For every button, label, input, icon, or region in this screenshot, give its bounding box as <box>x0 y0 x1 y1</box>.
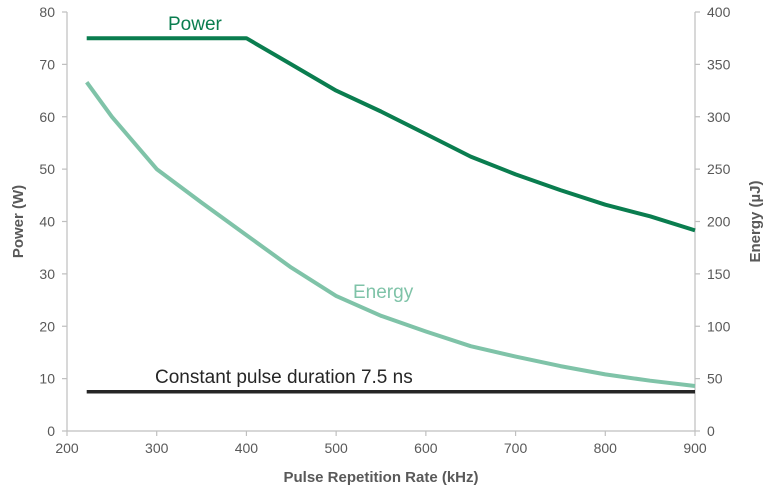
x-axis-title: Pulse Repetition Rate (kHz) <box>283 469 478 486</box>
y-left-tick-label: 10 <box>39 371 55 387</box>
y-left-tick-label: 0 <box>47 423 55 439</box>
tick-labels: 200 300 400 500 600 700 800 9000102030405060708… <box>39 4 730 456</box>
series-lines <box>85 36 696 394</box>
y-left-tick-label: 80 <box>39 4 55 20</box>
y-right-tick-label: 250 <box>707 161 731 177</box>
series-line-energy <box>85 81 696 388</box>
x-tick-label: 200 <box>55 440 79 456</box>
y-right-tick-label: 200 <box>707 214 731 230</box>
y-left-tick-label: 70 <box>39 56 55 72</box>
x-tick-label: 300 <box>145 440 169 456</box>
y-right-tick-label: 150 <box>707 266 731 282</box>
x-tick-label: 400 <box>235 440 259 456</box>
x-tick-label: 500 <box>324 440 348 456</box>
series-label-constant-pulse-duration-7-5-ns: Constant pulse duration 7.5 ns <box>155 367 413 388</box>
y-axis-right-title: Energy (µJ) <box>747 181 764 263</box>
y-right-tick-label: 400 <box>707 4 731 20</box>
y-left-tick-label: 60 <box>39 109 55 125</box>
x-tick-label: 800 <box>594 440 618 456</box>
y-right-tick-label: 300 <box>707 109 731 125</box>
series-label-power: Power <box>168 14 223 35</box>
x-tick-label: 600 <box>414 440 438 456</box>
y-left-tick-label: 50 <box>39 161 55 177</box>
y-right-tick-label: 50 <box>707 371 723 387</box>
series-line-power <box>86 36 696 233</box>
x-tick-label: 700 <box>504 440 528 456</box>
series-label-energy: Energy <box>353 282 414 303</box>
y-axis-left-title: Power (W) <box>10 185 27 258</box>
y-left-tick-label: 30 <box>39 266 55 282</box>
y-right-tick-label: 100 <box>707 318 731 334</box>
y-right-tick-label: 0 <box>707 423 715 439</box>
y-left-tick-label: 20 <box>39 318 55 334</box>
y-left-tick-label: 40 <box>39 214 55 230</box>
x-tick-label: 900 <box>683 440 707 456</box>
y-right-tick-label: 350 <box>707 56 731 72</box>
series-labels: Power Energy Constant pulse duration 7.5 n… <box>155 14 414 388</box>
